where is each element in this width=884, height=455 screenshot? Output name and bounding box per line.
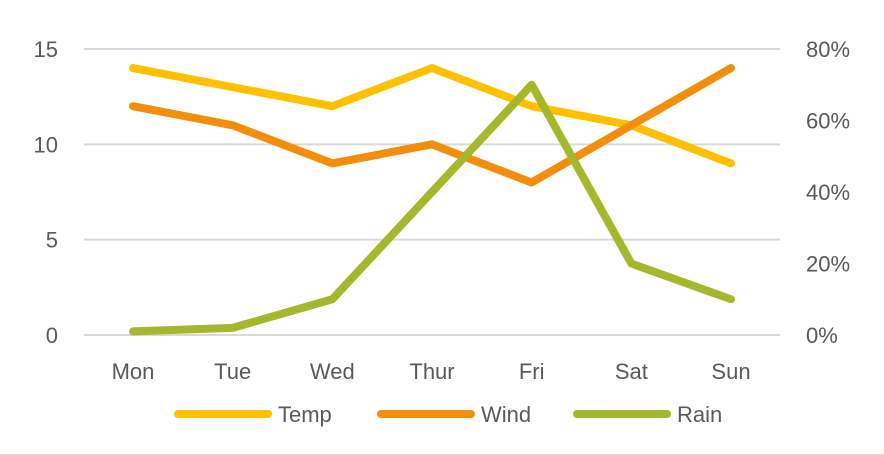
legend-item-rain: Rain	[573, 402, 722, 427]
series-layer	[129, 64, 735, 336]
x-axis-tick-sun: Sun	[711, 359, 750, 384]
x-axis-tick-wed: Wed	[310, 359, 355, 384]
legend: Temp Wind Rain	[174, 402, 722, 427]
left-axis-tick-5: 5	[46, 228, 58, 253]
right-axis-tick-40: 40%	[806, 180, 850, 205]
x-axis-tick-mon: Mon	[112, 359, 155, 384]
left-axis-tick-15: 15	[34, 37, 58, 62]
series-line-wind	[129, 64, 735, 187]
x-axis-tick-sat: Sat	[615, 359, 648, 384]
right-axis-tick-80: 80%	[806, 37, 850, 62]
legend-item-temp: Temp	[174, 402, 332, 427]
x-axis: Mon Tue Wed Thur Fri Sat Sun	[112, 359, 751, 384]
series-line-rain	[129, 80, 735, 336]
legend-label-temp: Temp	[278, 402, 332, 427]
x-axis-tick-thur: Thur	[409, 359, 454, 384]
x-axis-tick-fri: Fri	[519, 359, 545, 384]
right-axis: 80% 60% 40% 20% 0%	[806, 37, 850, 348]
right-axis-tick-0: 0%	[806, 323, 838, 348]
left-axis-tick-0: 0	[46, 323, 58, 348]
x-axis-tick-tue: Tue	[214, 359, 251, 384]
legend-label-rain: Rain	[677, 402, 722, 427]
legend-item-wind: Wind	[377, 402, 531, 427]
series-rain	[129, 80, 735, 336]
legend-label-wind: Wind	[481, 402, 531, 427]
series-wind	[129, 64, 735, 187]
grid-layer	[84, 48, 780, 336]
right-axis-tick-20: 20%	[806, 252, 850, 277]
right-axis-tick-60: 60%	[806, 109, 850, 134]
left-axis: 15 10 5 0	[34, 37, 58, 348]
left-axis-tick-10: 10	[34, 132, 58, 157]
